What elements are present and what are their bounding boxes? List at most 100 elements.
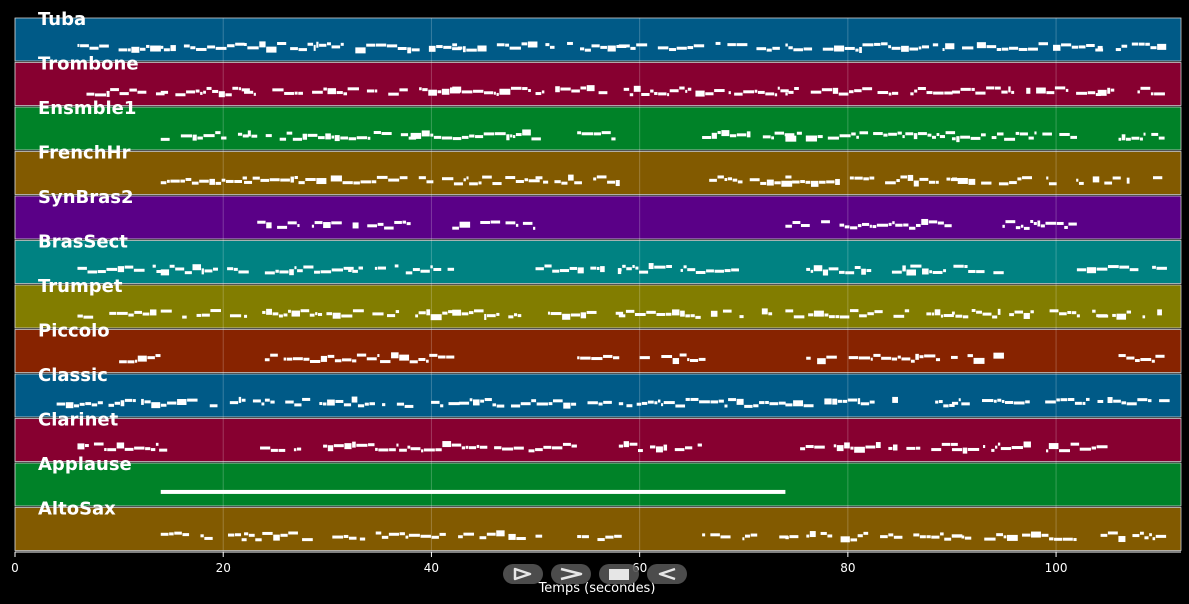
note <box>107 448 117 452</box>
note <box>166 179 170 183</box>
note <box>378 448 389 452</box>
note <box>967 447 980 451</box>
note <box>298 91 303 95</box>
note <box>215 131 221 135</box>
note <box>991 136 997 140</box>
note <box>1018 47 1028 51</box>
note <box>618 314 626 318</box>
note <box>687 87 692 91</box>
stop-button[interactable] <box>599 564 639 584</box>
note <box>771 136 774 140</box>
note <box>949 403 955 407</box>
note <box>332 535 344 539</box>
note <box>874 42 881 46</box>
note <box>854 89 862 93</box>
note <box>145 447 151 451</box>
note <box>104 448 107 452</box>
note <box>170 179 180 183</box>
note <box>839 270 845 274</box>
note <box>421 449 424 453</box>
note <box>1137 90 1140 94</box>
note <box>935 180 939 184</box>
note <box>1119 265 1130 269</box>
note <box>714 89 725 93</box>
play-button[interactable] <box>503 564 543 584</box>
note <box>744 534 751 538</box>
note <box>639 356 650 360</box>
note <box>996 533 1003 537</box>
note <box>326 42 331 46</box>
note <box>175 93 186 97</box>
note <box>1036 87 1046 94</box>
note <box>993 399 997 403</box>
note <box>888 92 892 96</box>
note <box>253 92 256 96</box>
note <box>732 178 738 182</box>
note <box>895 223 903 227</box>
note <box>472 399 480 406</box>
note <box>960 87 971 91</box>
note <box>577 267 584 274</box>
note <box>680 310 685 317</box>
note <box>753 404 759 408</box>
note <box>919 355 924 359</box>
note <box>1070 135 1077 139</box>
note <box>780 89 789 93</box>
note <box>496 43 505 47</box>
note <box>785 536 789 540</box>
note <box>1059 312 1067 316</box>
note <box>805 445 814 449</box>
note <box>857 534 863 538</box>
note <box>452 226 459 230</box>
note <box>508 315 514 319</box>
note <box>806 534 810 538</box>
note <box>1140 358 1152 362</box>
note <box>352 309 364 313</box>
note <box>152 264 156 268</box>
note <box>302 538 313 542</box>
note <box>597 538 605 542</box>
note <box>822 47 834 51</box>
note <box>343 534 349 538</box>
note <box>962 447 968 454</box>
note <box>1008 86 1011 93</box>
note <box>1042 132 1052 136</box>
note <box>195 89 200 93</box>
note <box>318 136 325 140</box>
note <box>486 314 496 318</box>
note <box>278 314 283 318</box>
note <box>159 448 168 452</box>
note <box>1006 534 1018 541</box>
note <box>131 46 140 53</box>
note <box>765 400 769 404</box>
note <box>360 180 371 184</box>
note <box>768 312 773 316</box>
note <box>320 270 332 274</box>
note <box>333 444 344 448</box>
note <box>955 314 963 318</box>
note <box>891 46 901 50</box>
note <box>800 180 805 184</box>
note <box>892 444 898 451</box>
back-button[interactable] <box>647 564 687 584</box>
note <box>761 308 768 315</box>
next-button[interactable] <box>551 564 591 584</box>
note <box>765 92 775 96</box>
note <box>1157 43 1167 50</box>
note <box>418 358 426 362</box>
note <box>639 270 649 274</box>
note <box>428 89 437 96</box>
note <box>859 47 862 54</box>
note <box>270 353 278 357</box>
note <box>1150 46 1157 50</box>
note <box>1126 402 1137 406</box>
note <box>1151 132 1159 136</box>
note <box>842 399 848 403</box>
note <box>334 135 340 142</box>
note <box>388 92 399 96</box>
note <box>266 222 272 229</box>
note <box>510 134 513 138</box>
note <box>851 132 856 136</box>
note <box>74 404 80 408</box>
note <box>288 531 298 535</box>
